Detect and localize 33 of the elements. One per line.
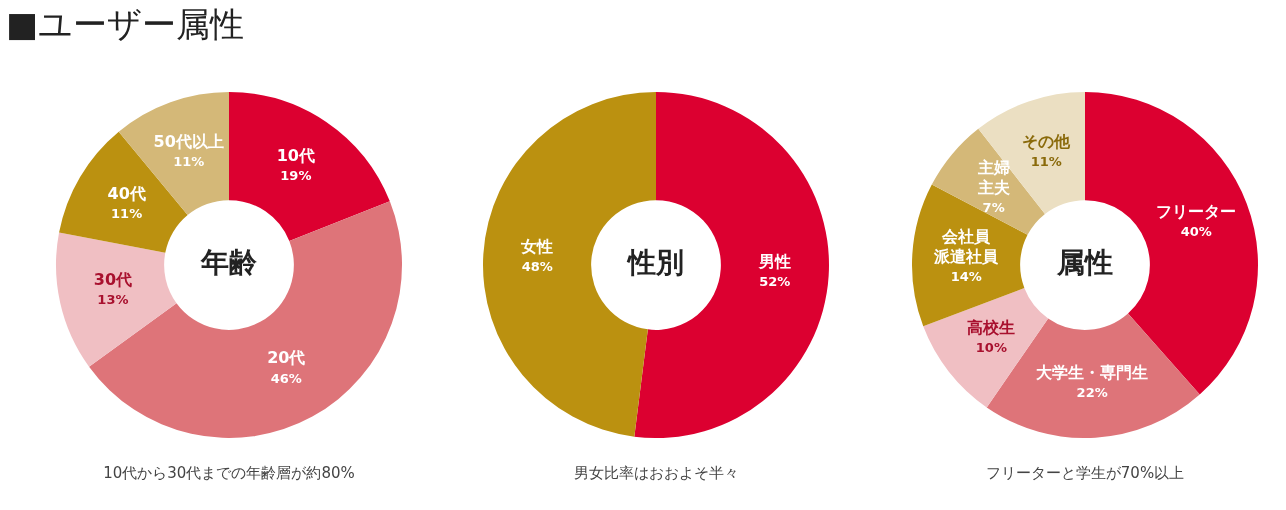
data-label: 11% xyxy=(173,154,205,170)
data-label: 52% xyxy=(759,273,791,289)
text: 10代から30代までの年齢層が約80% xyxy=(102,464,356,483)
slice-label: 高校生 xyxy=(967,317,1016,337)
data-label: 14% xyxy=(950,269,982,285)
slice-label: 男性 xyxy=(757,251,791,271)
text: 属性 xyxy=(1056,246,1113,280)
slice-label: 主婦主夫 xyxy=(976,158,1011,198)
data-label: 22% xyxy=(1076,385,1108,401)
text: 性別 xyxy=(626,246,684,280)
data-label: 48% xyxy=(521,258,553,274)
text: 年齢 xyxy=(200,246,257,280)
slice-label: その他 xyxy=(1022,131,1072,151)
data-label: 13% xyxy=(97,292,129,308)
data-label: 11% xyxy=(111,205,143,221)
slice-label: 10代 xyxy=(276,145,315,165)
slice-label: 50代以上 xyxy=(153,132,224,152)
slice-label: フリーター xyxy=(1156,201,1237,221)
slice-label: 女性 xyxy=(520,236,554,256)
data-label: 19% xyxy=(280,168,312,183)
slice-label: 大学生・専門生 xyxy=(1036,362,1149,382)
data-label: 40% xyxy=(1180,224,1212,240)
slice-label: 40代 xyxy=(107,183,146,203)
data-label: 46% xyxy=(270,370,302,386)
slice-label: 30代 xyxy=(93,270,133,290)
slice-label: 20代 xyxy=(267,348,306,368)
slice-label: 会社員派遣社員 xyxy=(933,226,1000,266)
text: 男女比率はおおよそ半々 xyxy=(572,464,740,483)
data-label: 11% xyxy=(1030,153,1062,169)
text: ■ユーザー属性 xyxy=(6,3,245,46)
data-label: 10% xyxy=(975,339,1007,355)
data-label: 7% xyxy=(982,200,1005,216)
text: フリーターと学生が70%以上 xyxy=(984,464,1186,483)
